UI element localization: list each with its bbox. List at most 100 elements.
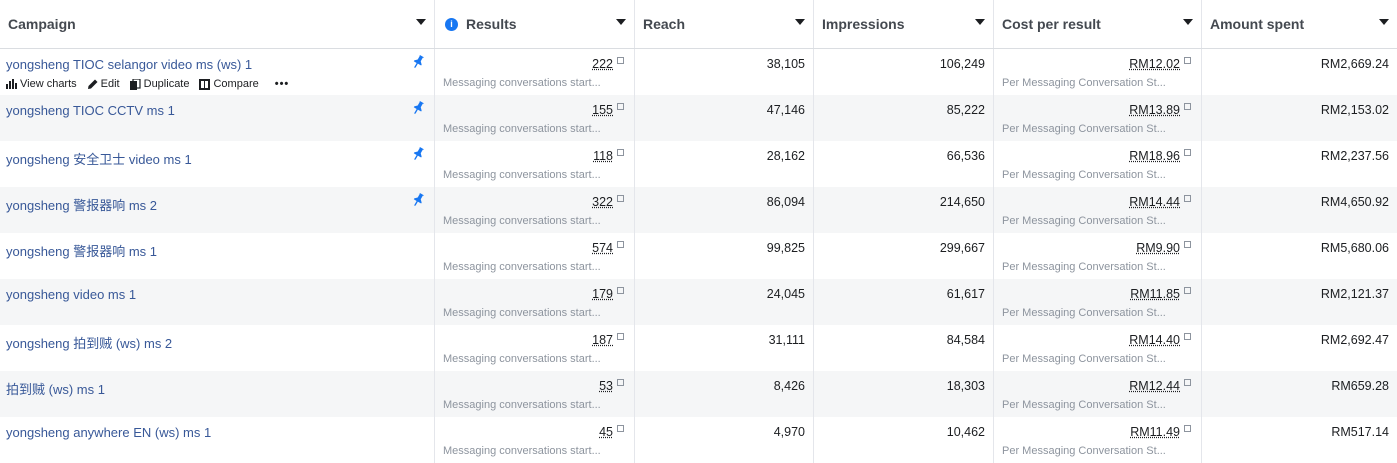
campaign-name-link[interactable]: 拍到贼 (ws) ms 1 [6, 382, 105, 397]
table-row[interactable]: 拍到贼 (ws) ms 1 53 Messaging conversations… [0, 371, 1397, 417]
info-icon[interactable] [617, 103, 624, 110]
cost-per-result-value[interactable]: RM18.96 [1129, 149, 1180, 163]
results-value[interactable]: 53 [599, 379, 613, 393]
amount-spent-cell: RM2,121.37 [1202, 279, 1397, 325]
campaign-name-link[interactable]: yongsheng anywhere EN (ws) ms 1 [6, 425, 212, 440]
campaign-name-link[interactable]: yongsheng TIOC selangor video ms (ws) 1 [6, 57, 253, 72]
column-header-campaign[interactable]: Campaign [0, 0, 435, 48]
results-value[interactable]: 187 [592, 333, 613, 347]
impressions-value: 18,303 [946, 379, 985, 393]
column-header-reach[interactable]: Reach [635, 0, 814, 48]
table-row[interactable]: yongsheng 警报器响 ms 1 574 Messaging conver… [0, 233, 1397, 279]
results-value[interactable]: 45 [599, 425, 613, 439]
impressions-value: 299,667 [939, 241, 985, 255]
pin-icon[interactable] [412, 146, 425, 161]
pin-icon[interactable] [412, 192, 425, 207]
chevron-down-icon[interactable] [1379, 19, 1389, 25]
impressions-cell: 84,584 [814, 325, 994, 371]
table-row[interactable]: yongsheng 拍到贼 (ws) ms 2 187 Messaging co… [0, 325, 1397, 371]
chevron-down-icon[interactable] [1183, 19, 1193, 25]
info-icon[interactable] [617, 287, 624, 294]
chevron-down-icon[interactable] [416, 19, 426, 25]
results-subtext: Messaging conversations start... [443, 77, 601, 89]
results-subtext: Messaging conversations start... [443, 261, 601, 273]
reach-value: 86,094 [766, 195, 805, 209]
edit-button[interactable]: Edit [87, 78, 120, 90]
campaign-cell: yongsheng 警报器响 ms 1 [0, 233, 435, 279]
campaign-cell: yongsheng 安全卫士 video ms 1 [0, 141, 435, 187]
table-row[interactable]: yongsheng video ms 1 179 Messaging conve… [0, 279, 1397, 325]
results-cell: 155 Messaging conversations start... [435, 95, 635, 141]
table-row[interactable]: yongsheng 安全卫士 video ms 1 118 Messaging … [0, 141, 1397, 187]
info-icon[interactable] [1184, 195, 1191, 202]
campaign-name-link[interactable]: yongsheng 警报器响 ms 2 [6, 198, 158, 213]
info-icon[interactable] [617, 57, 624, 64]
reach-cell: 47,146 [635, 95, 814, 141]
info-icon[interactable] [617, 195, 624, 202]
info-icon[interactable] [1184, 287, 1191, 294]
chevron-down-icon[interactable] [795, 19, 805, 25]
pin-icon[interactable] [412, 100, 425, 115]
table-row[interactable]: yongsheng TIOC selangor video ms (ws) 1 … [0, 49, 1397, 95]
info-icon[interactable] [1184, 379, 1191, 386]
table-row[interactable]: yongsheng TIOC CCTV ms 1 155 Messaging c… [0, 95, 1397, 141]
campaign-name-link[interactable]: yongsheng 安全卫士 video ms 1 [6, 152, 192, 167]
results-subtext: Messaging conversations start... [443, 215, 601, 227]
info-icon[interactable] [617, 333, 624, 340]
cost-per-result-value[interactable]: RM13.89 [1129, 103, 1180, 117]
cost-per-result-value[interactable]: RM12.02 [1129, 57, 1180, 71]
column-header-label: Amount spent [1210, 16, 1305, 32]
info-icon[interactable] [1184, 425, 1191, 432]
results-cell: 222 Messaging conversations start... [435, 49, 635, 95]
results-value[interactable]: 155 [592, 103, 613, 117]
column-header-cost-per-result[interactable]: Cost per result [994, 0, 1202, 48]
info-icon[interactable] [1184, 103, 1191, 110]
impressions-cell: 85,222 [814, 95, 994, 141]
results-cell: 574 Messaging conversations start... [435, 233, 635, 279]
info-icon[interactable] [1184, 57, 1191, 64]
table-row[interactable]: yongsheng anywhere EN (ws) ms 1 45 Messa… [0, 417, 1397, 463]
duplicate-button[interactable]: Duplicate [129, 78, 189, 90]
chevron-down-icon[interactable] [616, 19, 626, 25]
pencil-icon [87, 79, 98, 89]
results-cell: 45 Messaging conversations start... [435, 417, 635, 463]
table-row[interactable]: yongsheng 警报器响 ms 2 322 Messaging conver… [0, 187, 1397, 233]
edit-label: Edit [100, 78, 120, 90]
results-value[interactable]: 322 [592, 195, 613, 209]
info-icon[interactable]: i [445, 17, 458, 31]
info-icon[interactable] [617, 425, 624, 432]
cost-per-result-value[interactable]: RM9.90 [1136, 241, 1180, 255]
cost-per-result-subtext: Per Messaging Conversation St... [1002, 353, 1166, 365]
cost-per-result-value[interactable]: RM14.40 [1129, 333, 1180, 347]
results-value[interactable]: 574 [592, 241, 613, 255]
info-icon[interactable] [1184, 241, 1191, 248]
results-value[interactable]: 179 [592, 287, 613, 301]
campaign-name-link[interactable]: yongsheng video ms 1 [6, 287, 137, 302]
column-header-impressions[interactable]: Impressions [814, 0, 994, 48]
chevron-down-icon[interactable] [975, 19, 985, 25]
info-icon[interactable] [617, 241, 624, 248]
info-icon[interactable] [617, 149, 624, 156]
amount-spent-cell: RM5,680.06 [1202, 233, 1397, 279]
campaign-name-link[interactable]: yongsheng TIOC CCTV ms 1 [6, 103, 175, 118]
column-header-amount-spent[interactable]: Amount spent [1202, 0, 1397, 48]
campaign-name-link[interactable]: yongsheng 警报器响 ms 1 [6, 244, 158, 259]
cost-per-result-value[interactable]: RM14.44 [1129, 195, 1180, 209]
reach-value: 99,825 [766, 241, 805, 255]
column-header-results[interactable]: i Results [435, 0, 635, 48]
cost-per-result-value[interactable]: RM11.49 [1130, 425, 1180, 439]
compare-button[interactable]: Compare [199, 78, 259, 90]
cost-per-result-value[interactable]: RM12.44 [1129, 379, 1180, 393]
campaign-name-link[interactable]: yongsheng 拍到贼 (ws) ms 2 [6, 336, 173, 351]
campaign-cell: yongsheng TIOC CCTV ms 1 [0, 95, 435, 141]
amount-spent-value: RM2,669.24 [1320, 57, 1389, 71]
info-icon[interactable] [1184, 149, 1191, 156]
results-value[interactable]: 118 [593, 149, 613, 163]
results-value[interactable]: 222 [592, 57, 613, 71]
info-icon[interactable] [1184, 333, 1191, 340]
view-charts-button[interactable]: View charts [6, 78, 77, 90]
cost-per-result-value[interactable]: RM11.85 [1130, 287, 1180, 301]
more-options-icon[interactable]: ••• [274, 78, 290, 90]
pin-icon[interactable] [412, 54, 425, 69]
info-icon[interactable] [617, 379, 624, 386]
